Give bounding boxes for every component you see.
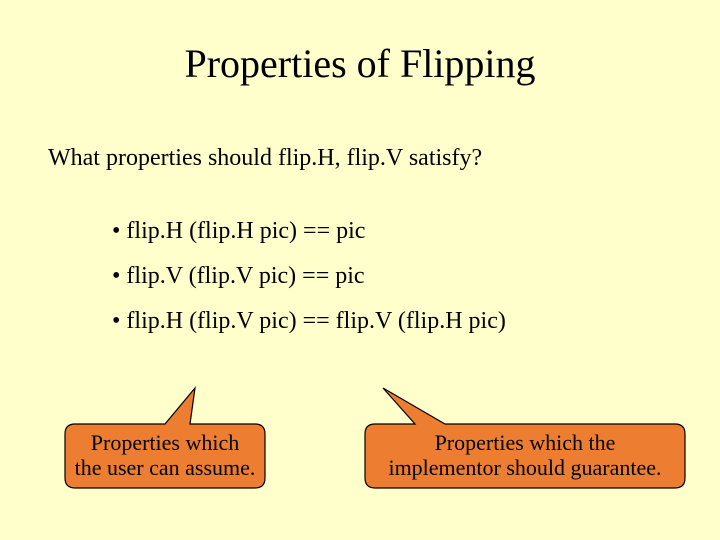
callout-right: Properties which the implementor should … (355, 386, 695, 496)
callout-right-line2: implementor should guarantee. (388, 455, 661, 480)
bullet-item: • flip.H (flip.V pic) == flip.V (flip.H … (112, 308, 506, 335)
callout-left-line2: the user can assume. (75, 455, 256, 480)
bullet-item: • flip.H (flip.H pic) == pic (112, 218, 506, 245)
bullet-item: • flip.V (flip.V pic) == pic (112, 263, 506, 290)
callout-left-line1: Properties which (91, 430, 239, 455)
callout-left-text: Properties which the user can assume. (55, 430, 275, 481)
callout-right-text: Properties which the implementor should … (355, 430, 695, 481)
page-title: Properties of Flipping (0, 40, 720, 87)
callout-left: Properties which the user can assume. (55, 386, 275, 496)
callout-right-line1: Properties which the (435, 430, 616, 455)
bullet-list: • flip.H (flip.H pic) == pic • flip.V (f… (112, 218, 506, 353)
subtitle-text: What properties should flip.H, flip.V sa… (48, 145, 482, 172)
